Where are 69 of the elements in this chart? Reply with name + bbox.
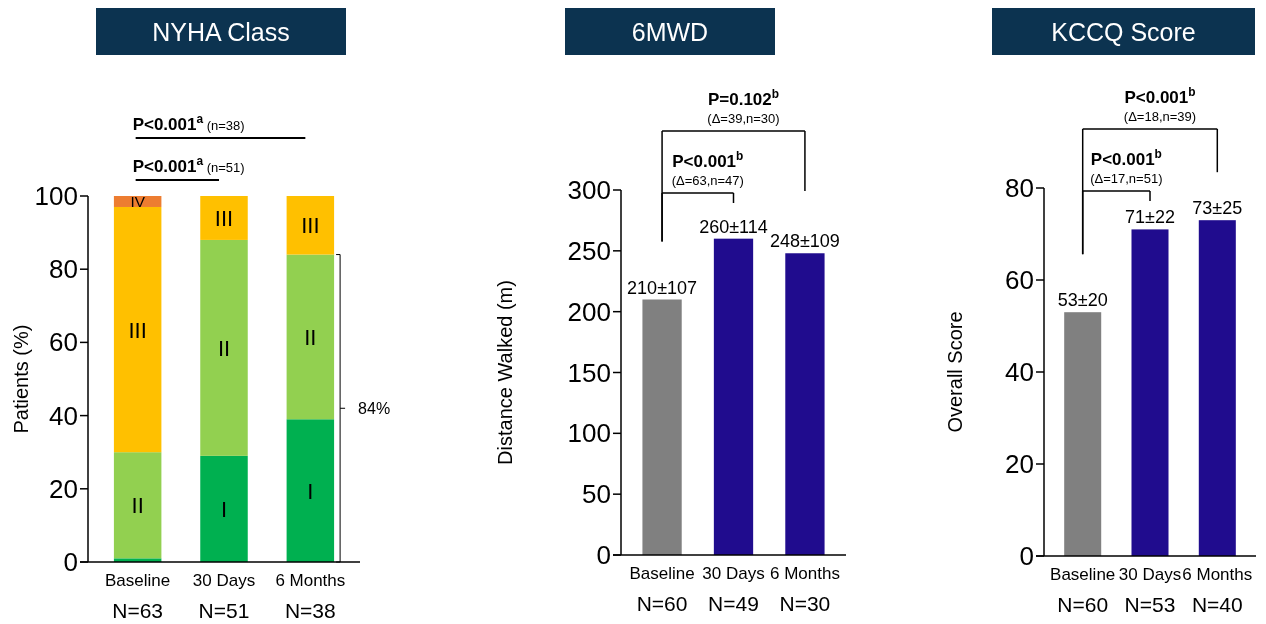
y-axis-title: Overall Score: [944, 311, 966, 433]
bar: [113, 206, 162, 453]
y-tick-label: 0: [596, 540, 611, 570]
y-tick-label: 200: [567, 296, 611, 327]
bar: [286, 196, 335, 255]
y-tick-label: 150: [567, 357, 611, 388]
text: III: [128, 317, 147, 343]
data-label: 73±25: [1192, 198, 1243, 219]
text: P<0.001$^{a}$ (n=38): [132, 112, 245, 134]
x-tick-label: 6 Months N=40: [1182, 565, 1253, 616]
bar: [200, 239, 248, 456]
x-tick-label: 6 Months N=30: [769, 564, 840, 615]
series-label: III: [214, 205, 234, 231]
y-tick-label: 250: [567, 235, 611, 266]
y-tick-label: 20: [49, 473, 78, 504]
series-label: II: [131, 493, 144, 519]
text: P<0.001$^{b}$ (Δ=17,n=51): [1090, 147, 1163, 186]
annotation: 84%: [358, 400, 391, 418]
data-label: 260±114: [699, 216, 768, 237]
chart-title: NYHA Class: [152, 17, 290, 46]
bar: [642, 299, 682, 555]
text: P<0.001$^{a}$ (n=51): [132, 154, 245, 176]
text: III: [301, 213, 320, 239]
x-tick-label: 30 Days N=49: [702, 564, 765, 615]
y-axis-title: Patients (%): [10, 324, 32, 434]
bar: [286, 254, 335, 420]
y-tick-label: 100: [567, 418, 611, 449]
text: II: [217, 335, 231, 361]
chart-title: KCCQ Score: [1051, 17, 1196, 46]
x-tick-label: 6 Months N=38: [275, 571, 346, 622]
bar: [113, 452, 162, 559]
data-label: 71±22: [1125, 207, 1175, 228]
y-tick-label: 80: [1005, 173, 1034, 203]
series-label: I: [220, 496, 228, 522]
x-tick-label: Baseline N=63: [105, 571, 171, 622]
data-label: 210±107: [627, 277, 698, 298]
bar: [785, 253, 825, 555]
bar: [200, 455, 248, 562]
y-tick-label: 80: [49, 254, 78, 285]
bar: [286, 419, 335, 562]
bar: [200, 196, 248, 240]
y-tick-label: 60: [1005, 265, 1034, 295]
y-tick-label: 40: [1005, 357, 1034, 387]
data-label: 248±109: [769, 231, 840, 252]
x-tick-label: Baseline N=60: [1050, 565, 1116, 616]
bar: [1064, 312, 1102, 556]
bar: [1198, 220, 1236, 556]
series-label: IV: [130, 193, 146, 211]
text: P<0.001$^{b}$ (Δ=63,n=47): [671, 149, 744, 188]
y-tick-label: 100: [34, 181, 78, 211]
y-tick-label: 20: [1005, 449, 1034, 479]
text: P=0.102$^{b}$ (Δ=39,n=30): [707, 87, 780, 126]
bar: [713, 238, 754, 555]
y-axis-title: Distance Walked (m): [494, 280, 516, 465]
chart-title: 6MWD: [631, 17, 709, 46]
y-tick-label: 300: [567, 175, 611, 205]
text: II: [304, 324, 317, 350]
y-tick-label: 40: [49, 400, 78, 431]
x-tick-label: Baseline N=60: [629, 564, 695, 615]
y-tick-label: 50: [582, 479, 611, 510]
x-tick-label: 30 Days N=51: [192, 571, 256, 622]
y-tick-label: 60: [49, 327, 78, 358]
bar: [1131, 229, 1169, 556]
text: P<0.001$^{b}$ (Δ=18,n=39): [1123, 85, 1197, 124]
text: I: [307, 478, 314, 504]
data-label: 53±20: [1057, 290, 1108, 311]
x-tick-label: 30 Days N=53: [1118, 565, 1182, 616]
y-tick-label: 0: [63, 547, 78, 577]
y-tick-label: 0: [1019, 541, 1034, 571]
